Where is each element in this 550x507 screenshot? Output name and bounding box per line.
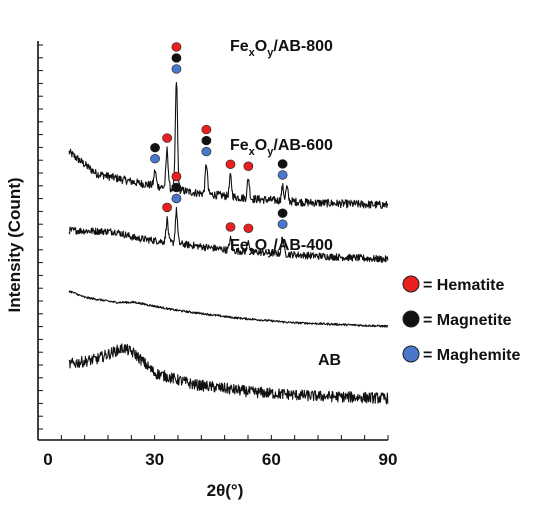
magnetite-marker: [150, 143, 160, 153]
magnetite-marker: [201, 135, 212, 146]
trace-ab: [68, 343, 389, 405]
phase-markers: [150, 42, 288, 233]
hematite-marker: [171, 42, 182, 52]
magnetite-marker: [171, 53, 182, 63]
hematite-marker: [243, 161, 254, 171]
maghemite-marker: [171, 193, 182, 204]
maghemite-marker: [150, 154, 160, 164]
trace-fexoy-ab-400: [68, 290, 389, 328]
xrd-traces: [68, 81, 389, 405]
magnetite-marker: [277, 208, 288, 218]
x-tick-label: 30: [145, 450, 164, 469]
series-label: AB: [318, 352, 341, 369]
x-tick-label: 0: [43, 450, 52, 469]
hematite-marker: [162, 133, 173, 143]
x-axis-title: 2θ(°): [207, 481, 244, 500]
trace-fexoy-ab-800: [68, 81, 389, 209]
maghemite-marker: [277, 170, 288, 180]
hematite-marker: [225, 159, 236, 170]
tick-marks: 0 30 60 90: [37, 44, 398, 469]
hematite-marker: [201, 124, 212, 135]
series-label: FexOy/AB-800: [230, 38, 333, 59]
y-axis-title: Intensity (Count): [5, 177, 24, 312]
trace-fexoy-ab-600: [68, 206, 389, 263]
maghemite-marker: [171, 64, 182, 74]
legend: = Hematite = Magnetite = Maghemite: [402, 275, 520, 364]
maghemite-marker: [201, 146, 212, 157]
series-label: FexOy/AB-400: [230, 237, 333, 258]
magnetite-marker: [277, 159, 288, 169]
x-tick-label: 60: [262, 450, 281, 469]
maghemite-legend-swatch: [402, 345, 420, 363]
maghemite-legend-label: = Maghemite: [423, 347, 520, 364]
maghemite-marker: [277, 219, 288, 229]
magnetite-legend-swatch: [402, 310, 420, 328]
magnetite-marker: [171, 182, 182, 193]
hematite-marker: [225, 222, 236, 232]
hematite-marker: [243, 223, 254, 233]
hematite-marker: [171, 171, 182, 182]
hematite-marker: [162, 202, 173, 213]
magnetite-legend-label: = Magnetite: [423, 312, 512, 329]
axes: [37, 41, 388, 441]
hematite-legend-label: = Hematite: [423, 277, 504, 294]
x-tick-label: 90: [379, 450, 398, 469]
series-labels: FexOy/AB-800 FexOy/AB-600 FexOy/AB-400 AB: [230, 38, 341, 369]
series-label: FexOy/AB-600: [230, 137, 333, 158]
hematite-legend-swatch: [402, 275, 420, 293]
